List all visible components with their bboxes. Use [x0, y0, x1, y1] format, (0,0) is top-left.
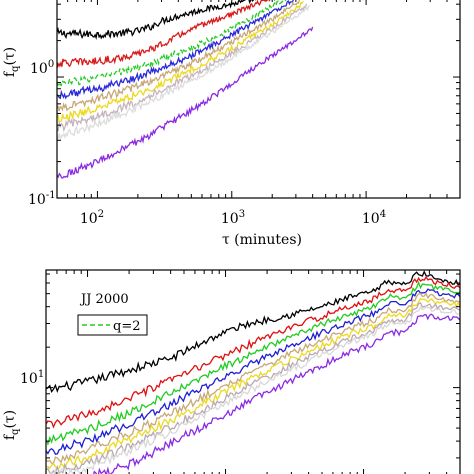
- top-series-line-6: [57, 0, 304, 124]
- legend-label-q2: q=2: [113, 319, 141, 334]
- top-x-axis-label: τ (minutes): [222, 232, 302, 248]
- top-chart: 102 103 104 10-1 100 τ (minutes) fq(τ): [2, 0, 461, 248]
- legend: q=2: [77, 314, 148, 336]
- bottom-series-line-4: [46, 288, 460, 455]
- top-y-tick-label-2: 100: [30, 59, 54, 77]
- top-series-line-5: [57, 0, 300, 112]
- top-plot-frame: [56, 0, 461, 199]
- top-x-tick-label-2: 103: [221, 209, 245, 227]
- top-series-line-3: [57, 0, 287, 87]
- bottom-y-tick-label-1: 101: [20, 369, 44, 387]
- top-series-line-7: [57, 3, 308, 133]
- bottom-plot-frame: [45, 269, 461, 474]
- top-series-line-2: [57, 0, 272, 69]
- top-series-line-8: [57, 4, 311, 142]
- bottom-series-line-8: [46, 305, 460, 474]
- top-y-axis-label: fq(τ): [2, 47, 21, 77]
- legend-box: [77, 314, 148, 336]
- top-x-tick-label-3: 104: [362, 209, 386, 227]
- top-series-group: [57, 0, 314, 179]
- top-axis-ticks: [56, 0, 461, 199]
- bottom-series-line-6: [46, 297, 460, 470]
- bottom-series-line-5: [46, 292, 460, 464]
- top-x-tick-label-1: 102: [80, 209, 104, 227]
- bottom-chart: 101 fq(τ) JJ 2000 q=2: [2, 269, 461, 474]
- bottom-series-line-2: [46, 275, 460, 429]
- top-y-tick-label-1: 10-1: [28, 190, 56, 208]
- top-series-line-9: [57, 26, 314, 179]
- top-series-line-1: [57, 0, 276, 40]
- annotation-jj-2000: JJ 2000: [79, 292, 129, 307]
- bottom-axis-ticks: [45, 270, 461, 474]
- bottom-series-line-9: [87, 313, 460, 474]
- top-series-line-4: [57, 0, 294, 100]
- bottom-series-group: [46, 270, 460, 474]
- bottom-series-line-1: [46, 270, 460, 394]
- bottom-series-line-3: [46, 280, 460, 446]
- bottom-y-axis-label: fq(τ): [2, 410, 21, 440]
